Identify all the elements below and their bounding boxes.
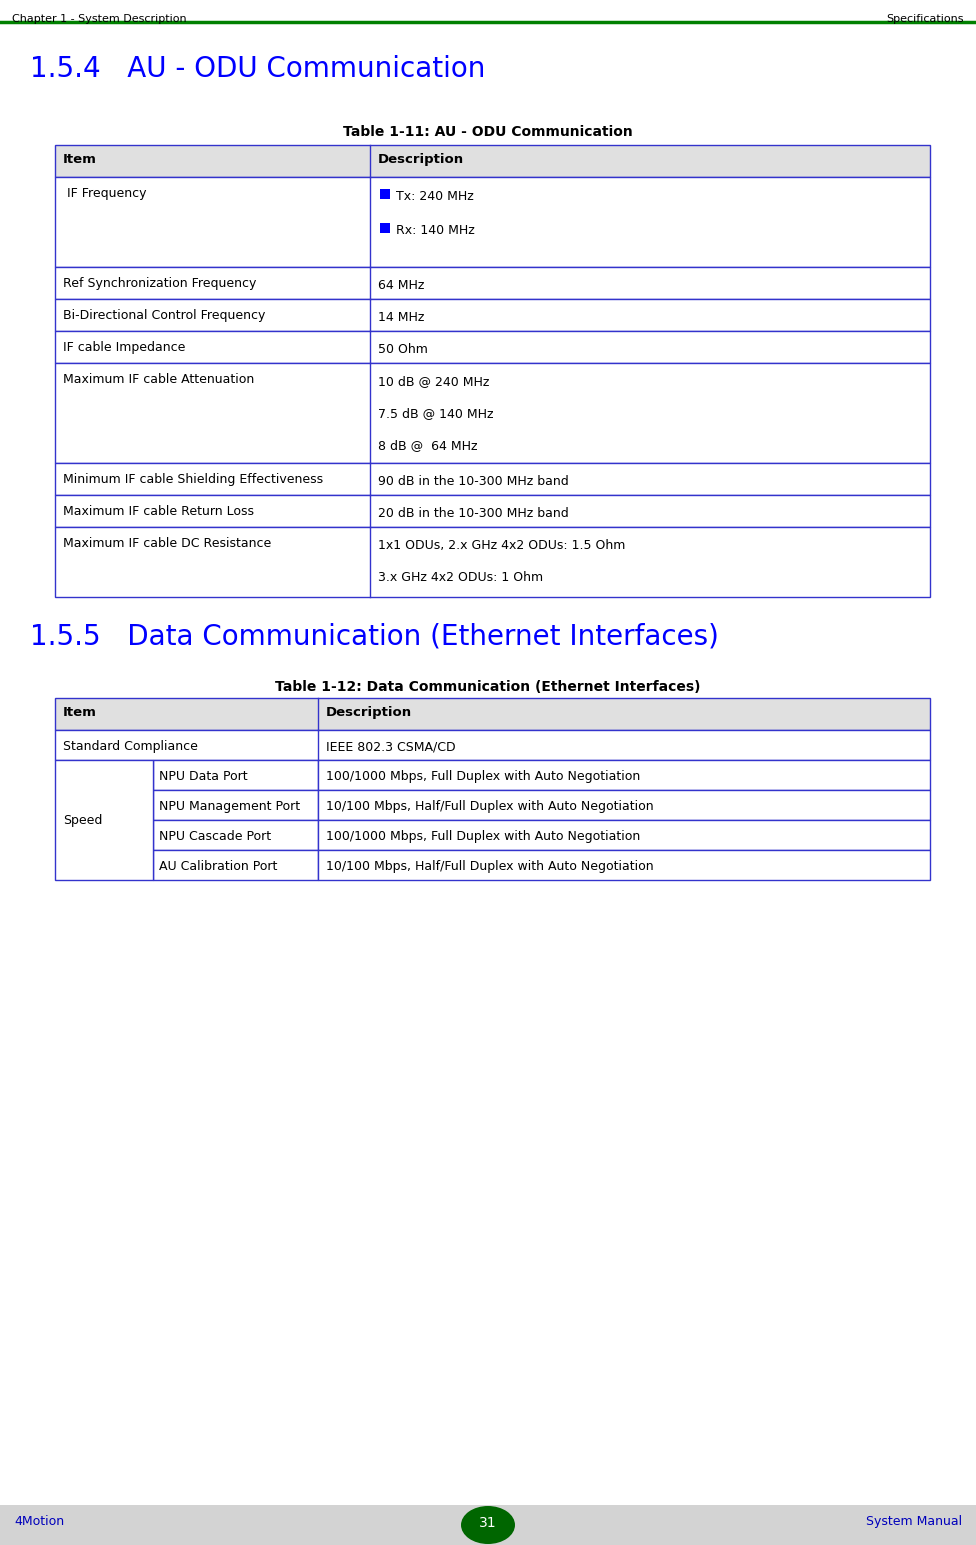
Text: NPU Cascade Port: NPU Cascade Port bbox=[159, 830, 271, 844]
Text: 10/100 Mbps, Half/Full Duplex with Auto Negotiation: 10/100 Mbps, Half/Full Duplex with Auto … bbox=[326, 861, 654, 873]
Text: 90 dB in the 10-300 MHz band: 90 dB in the 10-300 MHz band bbox=[378, 474, 569, 488]
Bar bbox=[55, 363, 930, 464]
Text: Item: Item bbox=[63, 153, 97, 165]
Text: Speed: Speed bbox=[63, 814, 102, 827]
Text: 1.5.4   AU - ODU Communication: 1.5.4 AU - ODU Communication bbox=[30, 56, 485, 83]
Text: 10 dB @ 240 MHz: 10 dB @ 240 MHz bbox=[378, 375, 489, 388]
Bar bbox=[153, 850, 318, 881]
Text: 20 dB in the 10-300 MHz band: 20 dB in the 10-300 MHz band bbox=[378, 507, 569, 521]
Text: Rx: 140 MHz: Rx: 140 MHz bbox=[396, 224, 474, 236]
Text: 7.5 dB @ 140 MHz: 7.5 dB @ 140 MHz bbox=[378, 406, 494, 420]
Text: 50 Ohm: 50 Ohm bbox=[378, 343, 427, 355]
Bar bbox=[380, 188, 390, 199]
Bar bbox=[318, 789, 930, 820]
Text: Table 1-11: AU - ODU Communication: Table 1-11: AU - ODU Communication bbox=[344, 125, 632, 139]
Bar bbox=[318, 850, 930, 881]
Bar bbox=[0, 1505, 976, 1545]
Text: 1x1 ODUs, 2.x GHz 4x2 ODUs: 1.5 Ohm: 1x1 ODUs, 2.x GHz 4x2 ODUs: 1.5 Ohm bbox=[378, 539, 626, 552]
Text: 10/100 Mbps, Half/Full Duplex with Auto Negotiation: 10/100 Mbps, Half/Full Duplex with Auto … bbox=[326, 800, 654, 813]
Ellipse shape bbox=[461, 1506, 515, 1543]
Bar bbox=[153, 820, 318, 850]
Bar bbox=[153, 789, 318, 820]
Text: Chapter 1 - System Description: Chapter 1 - System Description bbox=[12, 14, 186, 25]
Text: IF cable Impedance: IF cable Impedance bbox=[63, 341, 185, 354]
Text: 14 MHz: 14 MHz bbox=[378, 311, 425, 324]
Text: Ref Synchronization Frequency: Ref Synchronization Frequency bbox=[63, 277, 257, 290]
Text: Description: Description bbox=[378, 153, 465, 165]
Bar bbox=[55, 178, 930, 267]
Bar bbox=[318, 820, 930, 850]
Bar bbox=[55, 494, 930, 527]
Bar bbox=[153, 760, 318, 789]
Text: Table 1-12: Data Communication (Ethernet Interfaces): Table 1-12: Data Communication (Ethernet… bbox=[275, 680, 701, 694]
Text: 1.5.5   Data Communication (Ethernet Interfaces): 1.5.5 Data Communication (Ethernet Inter… bbox=[30, 623, 719, 650]
Bar bbox=[55, 527, 930, 596]
Text: AU Calibration Port: AU Calibration Port bbox=[159, 861, 277, 873]
Text: Item: Item bbox=[63, 706, 97, 718]
Text: Maximum IF cable Return Loss: Maximum IF cable Return Loss bbox=[63, 505, 254, 518]
Text: Specifications: Specifications bbox=[886, 14, 964, 25]
Text: Tx: 240 MHz: Tx: 240 MHz bbox=[396, 190, 473, 202]
Text: 64 MHz: 64 MHz bbox=[378, 280, 425, 292]
Bar bbox=[55, 760, 153, 881]
Bar bbox=[55, 331, 930, 363]
Bar bbox=[55, 698, 930, 729]
Bar bbox=[55, 267, 930, 300]
Text: 3.x GHz 4x2 ODUs: 1 Ohm: 3.x GHz 4x2 ODUs: 1 Ohm bbox=[378, 572, 543, 584]
Text: IEEE 802.3 CSMA/CD: IEEE 802.3 CSMA/CD bbox=[326, 740, 456, 752]
Text: Standard Compliance: Standard Compliance bbox=[63, 740, 198, 752]
Text: NPU Management Port: NPU Management Port bbox=[159, 800, 301, 813]
Text: Maximum IF cable DC Resistance: Maximum IF cable DC Resistance bbox=[63, 538, 271, 550]
Bar bbox=[55, 300, 930, 331]
Bar bbox=[55, 145, 930, 178]
Text: 100/1000 Mbps, Full Duplex with Auto Negotiation: 100/1000 Mbps, Full Duplex with Auto Neg… bbox=[326, 830, 640, 844]
Text: 100/1000 Mbps, Full Duplex with Auto Negotiation: 100/1000 Mbps, Full Duplex with Auto Neg… bbox=[326, 769, 640, 783]
Text: Maximum IF cable Attenuation: Maximum IF cable Attenuation bbox=[63, 372, 255, 386]
Text: Description: Description bbox=[326, 706, 412, 718]
Text: 8 dB @  64 MHz: 8 dB @ 64 MHz bbox=[378, 439, 477, 453]
Text: 4Motion: 4Motion bbox=[14, 1516, 64, 1528]
Text: Bi-Directional Control Frequency: Bi-Directional Control Frequency bbox=[63, 309, 265, 321]
Bar bbox=[380, 222, 390, 233]
Text: NPU Data Port: NPU Data Port bbox=[159, 769, 248, 783]
Bar bbox=[318, 760, 930, 789]
Text: IF Frequency: IF Frequency bbox=[63, 187, 146, 199]
Text: System Manual: System Manual bbox=[866, 1516, 962, 1528]
Text: Minimum IF cable Shielding Effectiveness: Minimum IF cable Shielding Effectiveness bbox=[63, 473, 323, 487]
Bar bbox=[55, 729, 930, 760]
Text: 31: 31 bbox=[479, 1516, 497, 1530]
Bar bbox=[55, 464, 930, 494]
